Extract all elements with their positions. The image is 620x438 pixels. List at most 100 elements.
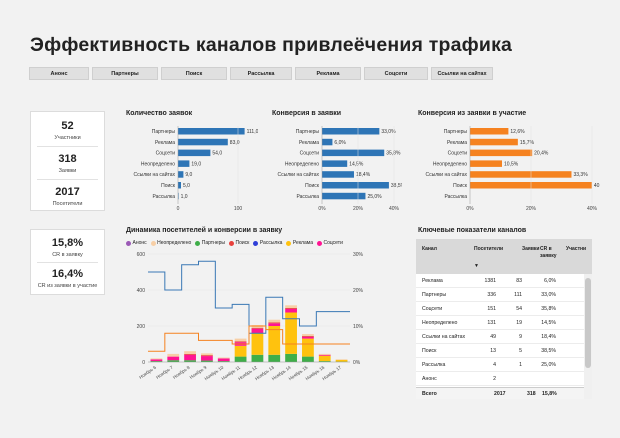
table-row[interactable]: Ссылки на сайтах 49 9 18,4% <box>416 330 584 344</box>
stacked-bar-segment[interactable] <box>251 328 264 334</box>
stacked-bar-segment[interactable] <box>285 353 297 362</box>
conversion-line[interactable] <box>148 260 350 334</box>
stacked-bar-segment[interactable] <box>268 354 281 362</box>
table-row[interactable]: Анонс 2 <box>416 372 584 386</box>
kpi-label: CR в заявку <box>52 252 83 258</box>
stacked-bar-segment[interactable] <box>167 360 180 362</box>
tab-social[interactable]: Соцсети <box>364 67 428 80</box>
stacked-bar-segment[interactable] <box>234 345 247 357</box>
scrollbar-thumb[interactable] <box>585 278 591 368</box>
bar[interactable] <box>322 160 348 167</box>
bar[interactable] <box>178 149 211 157</box>
legend-item[interactable]: Соцсети <box>316 240 343 246</box>
tab-search[interactable]: Поиск <box>161 67 227 80</box>
stacked-bar-segment[interactable] <box>318 354 331 356</box>
stacked-bar-segment[interactable] <box>302 338 314 357</box>
stacked-bar-segment[interactable] <box>201 360 213 362</box>
conversion-line[interactable] <box>148 325 350 352</box>
stacked-bar-segment[interactable] <box>217 357 230 359</box>
stacked-bar-segment[interactable] <box>201 356 213 361</box>
bar[interactable] <box>178 138 228 146</box>
table-row[interactable]: Рассылка 4 1 25,0% <box>416 358 584 372</box>
stacked-bar-segment[interactable] <box>234 341 247 343</box>
bar[interactable] <box>322 182 389 189</box>
tab-partners[interactable]: Партнеры <box>92 67 158 80</box>
bar[interactable] <box>322 192 366 200</box>
stacked-bar-segment[interactable] <box>268 319 281 323</box>
bar[interactable] <box>322 171 354 178</box>
legend-item[interactable]: Анонс <box>126 240 147 246</box>
stacked-bar-segment[interactable] <box>150 361 163 362</box>
stacked-bar-segment[interactable] <box>234 356 247 362</box>
stacked-bar-segment[interactable] <box>318 361 331 362</box>
bar[interactable] <box>470 149 533 157</box>
stacked-bar-segment[interactable] <box>201 355 213 357</box>
bar[interactable] <box>470 171 572 178</box>
bar[interactable] <box>322 149 385 157</box>
table-scrollbar[interactable] <box>584 274 592 399</box>
stacked-bar-segment[interactable] <box>335 359 348 362</box>
stacked-bar-segment[interactable] <box>302 334 314 336</box>
stacked-bar-segment[interactable] <box>268 322 281 324</box>
table-row[interactable]: Поиск 13 5 38,5% <box>416 344 584 358</box>
column-header-channel[interactable]: Канал <box>422 246 437 252</box>
legend-item[interactable]: Неопределено <box>150 240 191 246</box>
stacked-bar-segment[interactable] <box>335 359 348 360</box>
tab-anons[interactable]: Анонс <box>29 67 89 80</box>
stacked-bar-segment[interactable] <box>201 353 213 356</box>
stacked-bar-segment[interactable] <box>234 338 247 342</box>
stacked-bar-segment[interactable] <box>285 308 297 309</box>
tab-mailing[interactable]: Рассылка <box>230 67 292 80</box>
stacked-bar-segment[interactable] <box>150 358 163 360</box>
stacked-bar-segment[interactable] <box>167 353 180 357</box>
legend-item[interactable]: Реклама <box>286 240 313 246</box>
stacked-bar-segment[interactable] <box>268 323 281 326</box>
cell-applications: 83 <box>516 278 522 284</box>
column-header-applications[interactable]: Заявки <box>522 246 540 252</box>
stacked-bar-segment[interactable] <box>184 351 196 354</box>
bar[interactable] <box>322 128 380 135</box>
column-header-visitors[interactable]: Посетители <box>474 246 504 252</box>
column-header-cr[interactable]: CR в заявку <box>540 246 557 259</box>
bar[interactable] <box>178 128 245 135</box>
tab-ads[interactable]: Реклама <box>295 67 361 80</box>
table-row[interactable]: Реклама 1381 83 6,0% <box>416 274 584 288</box>
legend-item[interactable]: Поиск <box>229 240 249 246</box>
stacked-bar-segment[interactable] <box>167 356 180 361</box>
bar[interactable] <box>322 138 333 146</box>
stacked-bar-segment[interactable] <box>268 326 281 355</box>
bar[interactable] <box>178 192 179 200</box>
table-row[interactable]: Соцсети 151 54 35,8% <box>416 302 584 316</box>
stacked-bar-segment[interactable] <box>150 359 163 362</box>
bar[interactable] <box>470 160 502 167</box>
column-header-participants[interactable]: Участни <box>566 246 587 252</box>
stacked-bar-segment[interactable] <box>285 305 297 308</box>
legend-item[interactable]: Рассылка <box>253 240 282 246</box>
stacked-bar-segment[interactable] <box>318 355 331 362</box>
stacked-bar-segment[interactable] <box>302 356 314 362</box>
stacked-bar-segment[interactable] <box>184 360 196 362</box>
bar[interactable] <box>178 160 190 167</box>
stacked-bar-segment[interactable] <box>251 333 264 355</box>
stacked-bar-segment[interactable] <box>318 353 331 355</box>
table-row[interactable]: Неопределено 131 19 14,5% <box>416 316 584 330</box>
bar[interactable] <box>178 171 184 178</box>
stacked-bar-segment[interactable] <box>217 358 230 362</box>
bar[interactable] <box>178 182 181 189</box>
legend-item[interactable]: Партнеры <box>195 240 225 246</box>
bar[interactable] <box>470 128 509 135</box>
bar[interactable] <box>470 138 518 146</box>
stacked-bar-segment[interactable] <box>302 336 314 339</box>
stacked-bar-segment[interactable] <box>251 327 264 329</box>
stacked-bar-segment[interactable] <box>217 361 230 362</box>
stacked-bar-segment[interactable] <box>251 354 264 362</box>
stacked-bar-segment[interactable] <box>184 353 196 355</box>
table-row[interactable]: Партнеры 336 111 33,0% <box>416 288 584 302</box>
stacked-bar-segment[interactable] <box>184 354 196 361</box>
tab-links[interactable]: Ссылки на сайтах <box>431 67 493 80</box>
sort-down-icon[interactable]: ▼ <box>474 263 479 269</box>
stacked-bar-segment[interactable] <box>285 308 297 313</box>
stacked-bar-segment[interactable] <box>285 312 297 354</box>
total-label: Всего <box>422 391 437 397</box>
stacked-bar-segment[interactable] <box>302 335 314 337</box>
